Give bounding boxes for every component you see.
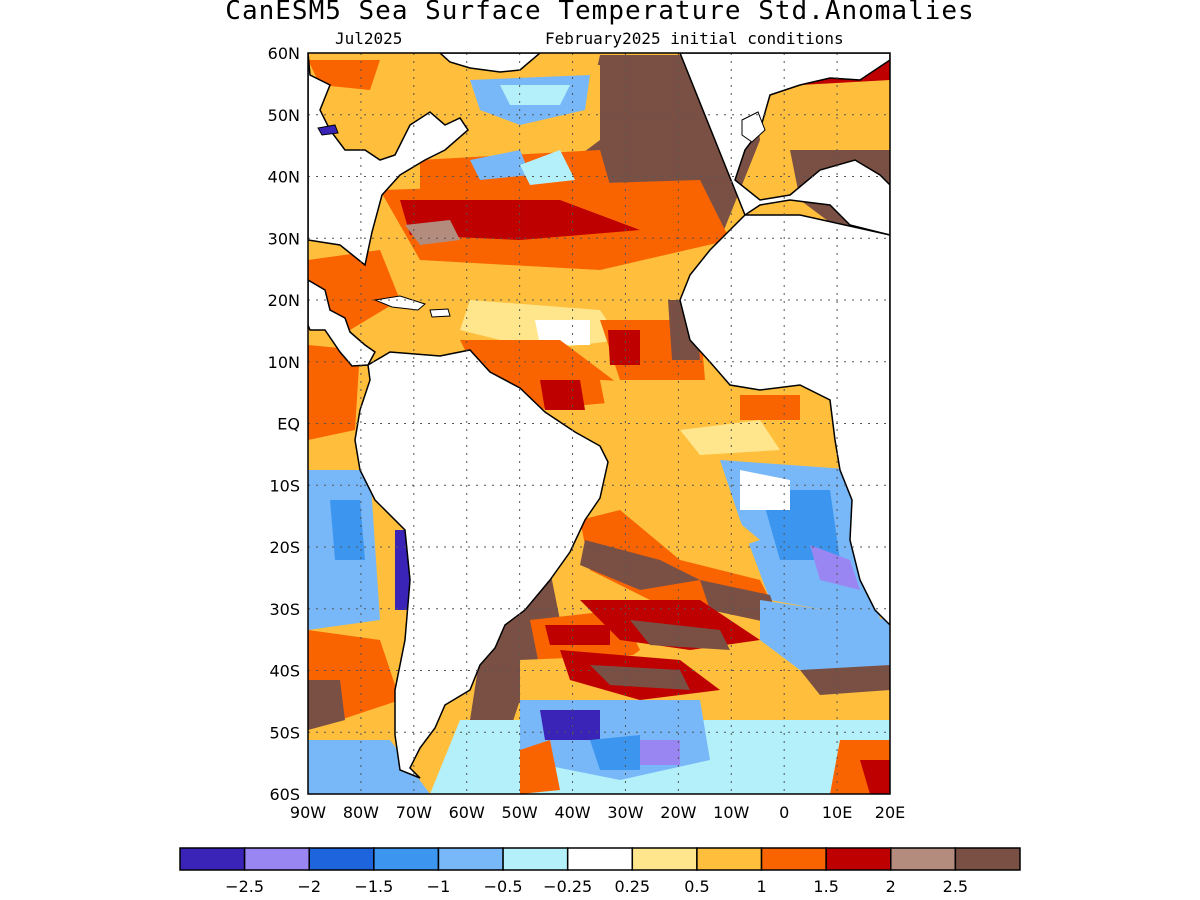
colorbar-swatch [437,847,504,871]
colorbar-swatch [243,847,310,871]
colorbar-tick-label: 1.5 [813,877,838,896]
colorbar-tick-label: −2 [297,877,321,896]
south-america-land [354,349,609,779]
colorbar-tick-label: 2 [886,877,896,896]
lon-tick-label: 50W [502,803,538,822]
colorbar-swatch [373,847,440,871]
colorbar-tick-label: 1 [756,877,766,896]
colorbar-swatch [566,847,634,871]
central-america-land [308,279,376,367]
lon-tick-label: 60W [449,803,485,822]
initial-conditions-label: February2025 initial conditions [545,29,844,48]
colorbar-tick-label: −1.5 [354,877,393,896]
colorbar-swatch [502,847,569,871]
lon-tick-label: 90W [290,803,326,822]
lon-tick-label: 20W [660,803,696,822]
longitude-tick-labels: 90W 80W 70W 60W 50W 40W 30W 20W 10W 0 10E 20E [290,803,905,822]
lat-tick-label: 40N [268,168,300,187]
map-title: CanESM5 Sea Surface Temperature Std.Anom… [225,0,975,26]
lat-tick-label: 10N [268,353,300,372]
lon-tick-label: 10E [822,803,852,822]
lon-tick-label: 80W [343,803,379,822]
british-isles [741,111,766,143]
lon-tick-label: 40W [554,803,590,822]
hispaniola-island [429,308,451,318]
lon-tick-label: 20E [875,803,905,822]
greenland-land [438,53,542,73]
map-frame [307,52,891,795]
colorbar-tick-label: −0.25 [543,877,592,896]
lat-tick-label: 50N [268,106,300,125]
colorbar-swatch [825,847,892,871]
colorbar-tick-label: 0.5 [684,877,709,896]
lat-tick-label: EQ [277,415,300,434]
lon-tick-label: 70W [396,803,432,822]
lat-tick-label: 30S [269,600,300,619]
lat-tick-label: 20N [268,291,300,310]
latitude-tick-labels: 60N 50N 40N 30N 20N 10N EQ 10S 20S 30S 40S 50S 60S [268,44,300,804]
lat-tick-label: 40S [269,662,300,681]
colorbar-swatch [308,847,375,871]
lon-tick-label: 10W [713,803,749,822]
colorbar-swatch [760,847,827,871]
anomaly-field [308,53,890,794]
lat-tick-label: 50S [269,723,300,742]
colorbar-tick-label: 2.5 [943,877,968,896]
lat-tick-label: 60N [268,44,300,63]
north-america-land [308,53,469,267]
colorbar-swatch [179,847,246,871]
graticule [308,53,890,794]
lat-tick-label: 20S [269,538,300,557]
forecast-month-label: Jul2025 [335,29,403,48]
colorbar-tick-label: −2.5 [225,877,264,896]
colorbar-swatch [954,847,1021,871]
colorbar [179,847,1021,871]
great-lakes [317,124,339,136]
colorbar-swatch [631,847,698,871]
cuba-island [373,295,427,311]
lat-tick-label: 60S [269,785,300,804]
colorbar-tick-label: 0.25 [614,877,650,896]
colorbar-labels: −2.5 −2 −1.5 −1 −0.5 −0.25 0.25 0.5 1 1.5 2 2.5 [225,877,968,896]
lat-tick-label: 30N [268,229,300,248]
lon-tick-label: 30W [607,803,643,822]
lon-tick-label: 0 [779,803,789,822]
colorbar-tick-label: −0.5 [484,877,523,896]
lat-tick-label: 10S [269,476,300,495]
colorbar-swatch [696,847,763,871]
colorbar-tick-label: −1 [427,877,451,896]
colorbar-swatch [890,847,957,871]
